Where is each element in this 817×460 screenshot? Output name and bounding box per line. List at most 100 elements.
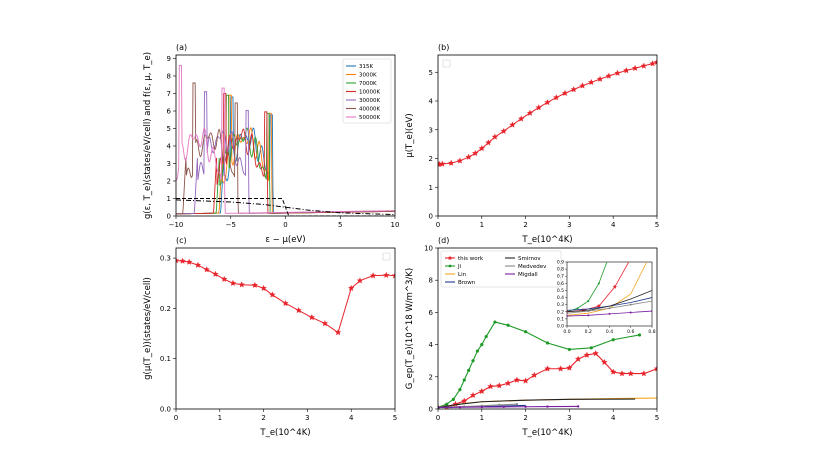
data-point bbox=[491, 133, 499, 140]
data-point bbox=[579, 82, 586, 89]
data-point bbox=[308, 314, 316, 321]
x-tick-label: 5 bbox=[393, 414, 397, 422]
inset-y-tick-label: 0.2 bbox=[557, 309, 564, 315]
x-tick-label: 0 bbox=[174, 414, 178, 422]
data-point bbox=[203, 266, 210, 273]
y-tick-label: 8 bbox=[167, 73, 171, 81]
y-tick-label: 6 bbox=[429, 309, 434, 317]
y-tick-label: 7 bbox=[167, 90, 171, 98]
legend-entry: 40000K bbox=[359, 107, 380, 113]
data-point bbox=[467, 368, 471, 372]
inset-point bbox=[587, 310, 590, 313]
data-point bbox=[334, 329, 342, 336]
y-tick-label: 0.0 bbox=[160, 406, 171, 414]
inset-point bbox=[609, 254, 611, 256]
y-tick-label: 5 bbox=[167, 125, 171, 133]
y-tick-label: 3 bbox=[167, 160, 171, 168]
inset-y-tick-label: 0.5 bbox=[557, 288, 564, 294]
axes-frame bbox=[175, 247, 396, 410]
data-point bbox=[513, 376, 521, 383]
data-point bbox=[640, 370, 648, 377]
x-tick-label: 0 bbox=[436, 414, 440, 422]
legend-empty bbox=[442, 59, 451, 68]
data-point bbox=[574, 355, 582, 362]
legend-entry: 50000K bbox=[359, 115, 380, 121]
data-point bbox=[653, 58, 657, 65]
data-point bbox=[524, 330, 528, 334]
data-point bbox=[347, 284, 355, 291]
y-tick-label: 8 bbox=[429, 277, 433, 285]
inset-curve bbox=[567, 290, 652, 313]
data-point bbox=[567, 347, 572, 352]
legend-box bbox=[440, 250, 562, 288]
panel-b: 0 1 2 3 4 5 0 1 2 3 4 5 (b) T_e(10^4K) μ(T_e)(eV) bbox=[405, 43, 659, 245]
data-point bbox=[498, 403, 501, 407]
y-tick-label: 1 bbox=[167, 195, 171, 203]
inset-y-tick-label: 0.0 bbox=[557, 324, 564, 330]
data-point bbox=[524, 405, 527, 408]
panel-label: (a) bbox=[176, 43, 187, 52]
data-point bbox=[229, 279, 237, 286]
panel-c: 0 1 2 3 4 5 0.0 0.1 0.2 0.3 (c) T_e(10^4K) g(μ(T_e))… bbox=[143, 236, 397, 438]
series-line bbox=[438, 398, 636, 408]
data-point bbox=[509, 121, 516, 128]
inset-point bbox=[608, 312, 611, 315]
inset-x-tick-label: 0.0 bbox=[563, 329, 570, 335]
legend-marker bbox=[447, 255, 453, 261]
inset-plot bbox=[567, 254, 652, 318]
axes-frame bbox=[175, 54, 396, 217]
data-point bbox=[356, 277, 364, 284]
data-point bbox=[592, 350, 599, 357]
y-tick-label: 10 bbox=[424, 245, 433, 253]
fermi-curve bbox=[176, 198, 395, 216]
x-tick-label: 5 bbox=[338, 221, 342, 229]
data-point bbox=[472, 149, 479, 157]
data-point bbox=[383, 271, 390, 278]
x-tick-label: 1 bbox=[480, 414, 484, 422]
data-point bbox=[504, 379, 512, 386]
data-point bbox=[445, 402, 449, 406]
x-axis-label: T_e(10^4K) bbox=[521, 428, 572, 438]
data-point bbox=[596, 75, 604, 82]
inset-y-tick-label: 0.1 bbox=[557, 316, 564, 322]
data-point bbox=[260, 284, 267, 291]
x-tick-label: −10 bbox=[169, 221, 184, 229]
data-point bbox=[321, 320, 329, 327]
x-axis-label: ε − μ(eV) bbox=[265, 235, 305, 245]
data-point bbox=[535, 104, 542, 111]
data-point bbox=[561, 89, 569, 96]
legend-entry: Brown bbox=[458, 280, 476, 286]
x-tick-label: 3 bbox=[567, 414, 571, 422]
inset-point bbox=[629, 303, 632, 306]
inset-y-tick-label: 0.6 bbox=[557, 281, 564, 287]
x-tick-label: 1 bbox=[218, 414, 222, 422]
x-tick-label: 5 bbox=[655, 221, 659, 229]
data-point bbox=[522, 377, 529, 384]
y-tick-label: 0.3 bbox=[160, 255, 171, 263]
data-point bbox=[631, 64, 639, 71]
data-point bbox=[179, 257, 186, 264]
data-point bbox=[251, 281, 259, 288]
data-point bbox=[500, 127, 507, 134]
legend-entry: 3000K bbox=[359, 73, 377, 79]
y-tick-label: 2 bbox=[429, 155, 433, 163]
data-point bbox=[601, 358, 608, 366]
y-tick-label: 9 bbox=[167, 55, 171, 63]
data-point bbox=[465, 153, 472, 160]
data-point bbox=[194, 261, 202, 268]
data-point bbox=[544, 99, 551, 106]
y-tick-label: 0.2 bbox=[160, 305, 171, 313]
plot-area-a bbox=[176, 65, 395, 216]
inset: 0.0 0.2 0.4 0.6 0.80.00.10.20.30.40.50.60.70… bbox=[557, 254, 656, 336]
y-tick-label: 1 bbox=[429, 184, 433, 192]
data-point bbox=[458, 406, 462, 409]
x-tick-label: 3 bbox=[305, 414, 309, 422]
inset-point bbox=[651, 300, 652, 303]
data-point bbox=[517, 115, 525, 122]
panel-label: (d) bbox=[438, 236, 449, 245]
x-tick-label: 2 bbox=[523, 221, 527, 229]
legend-entry: 30000K bbox=[359, 98, 380, 104]
data-point bbox=[588, 78, 595, 86]
inset-y-tick-label: 0.3 bbox=[557, 302, 564, 308]
